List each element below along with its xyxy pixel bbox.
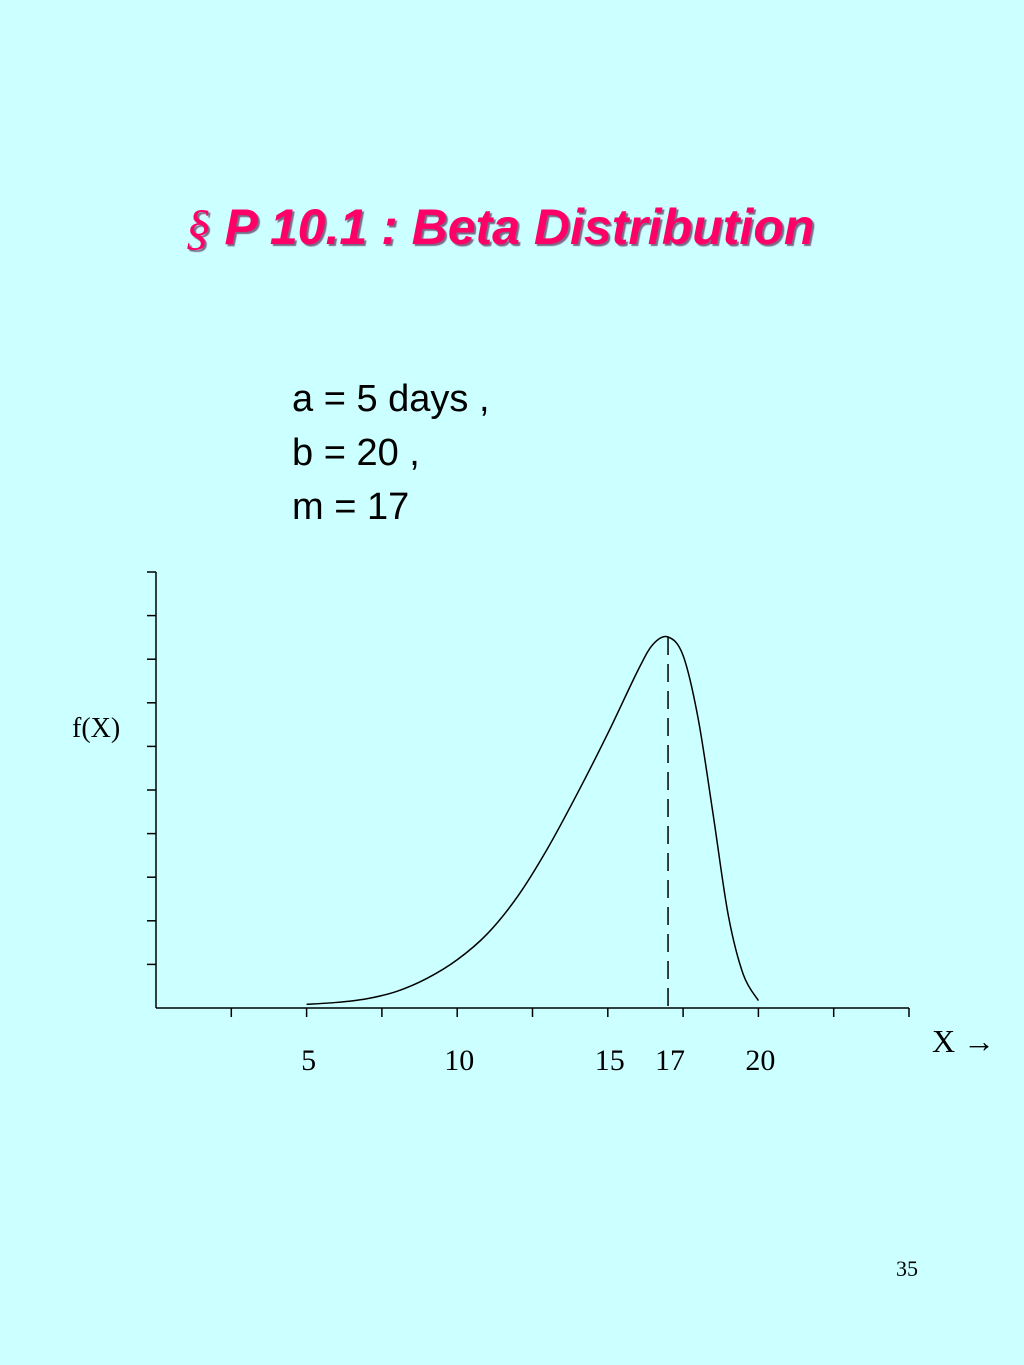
param-a: a = 5 days ,	[292, 378, 490, 420]
y-axis-label: f(X)	[72, 713, 120, 744]
x-ticks	[230, 1008, 910, 1017]
parameter-list: a = 5 days , b = 20 , m = 17	[292, 372, 490, 534]
section-symbol: §	[185, 199, 211, 255]
x-tick-label: 20	[745, 1044, 775, 1077]
x-tick-label: 10	[444, 1044, 474, 1077]
slide-number: 35	[896, 1256, 918, 1281]
param-m: m = 17	[292, 486, 410, 528]
x-tick-label: 5	[301, 1044, 316, 1077]
x-tick-labels: 5 10 15 17 20	[301, 1044, 775, 1077]
param-b: b = 20 ,	[292, 432, 420, 474]
x-axis-label: X →	[932, 1023, 995, 1059]
x-tick-label: 17	[655, 1044, 685, 1077]
slide-title: § P 10.1 : Beta Distribution	[0, 198, 1000, 256]
y-ticks	[147, 571, 156, 966]
series-line	[306, 635, 760, 1006]
title-text: P 10.1 : Beta Distribution	[224, 199, 815, 255]
x-tick-label: 15	[595, 1044, 625, 1077]
